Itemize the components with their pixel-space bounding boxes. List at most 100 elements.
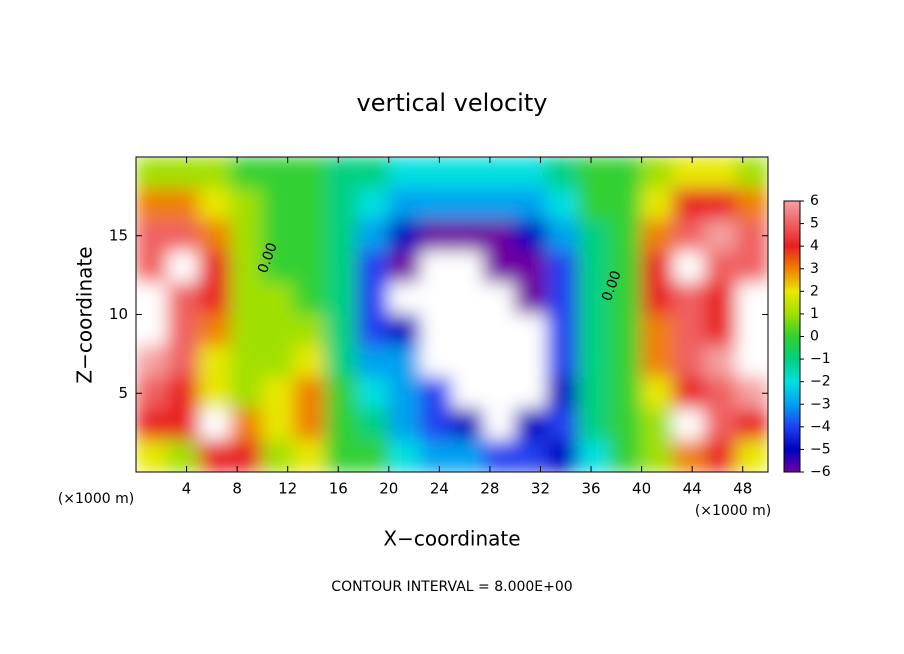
cell (641, 345, 674, 378)
cell (356, 157, 390, 189)
x-tick-label: 16 (329, 480, 348, 498)
cell (261, 219, 295, 252)
cell (261, 282, 295, 315)
cell (293, 440, 327, 472)
cell (735, 440, 768, 472)
cell (735, 345, 768, 378)
cell (293, 408, 327, 441)
colorbar-tick-label: −5 (810, 441, 831, 457)
field (136, 157, 768, 472)
cell (609, 282, 643, 315)
cell (704, 377, 737, 410)
colorbar-tick-label: 3 (810, 261, 819, 277)
cell (483, 188, 516, 221)
cell (198, 282, 232, 315)
cell (419, 345, 453, 378)
cell (325, 345, 358, 378)
cell (609, 188, 643, 221)
cell (261, 314, 295, 347)
cell (198, 440, 232, 472)
cell (704, 188, 737, 221)
cell (230, 251, 263, 284)
x-unit: (×1000 m) (695, 503, 771, 519)
cell (261, 377, 295, 410)
cell (325, 440, 358, 472)
cells (136, 157, 768, 472)
cell (451, 377, 485, 410)
cell (136, 157, 169, 189)
cell (704, 282, 737, 315)
cell (167, 314, 200, 347)
cell (609, 157, 643, 189)
cell (672, 219, 706, 252)
cell (136, 345, 169, 378)
y-tick-label: 10 (109, 305, 128, 323)
cell (641, 282, 674, 315)
colorbar-tick-label: 2 (810, 283, 819, 299)
x-tick-label: 48 (733, 480, 752, 498)
cell (704, 408, 737, 441)
cell (356, 377, 390, 410)
colorbar-tick-label: −3 (810, 396, 831, 412)
cell (641, 440, 674, 472)
cell (546, 157, 579, 189)
cell (261, 345, 295, 378)
cell (672, 251, 706, 284)
cell (451, 251, 485, 284)
cell (293, 377, 327, 410)
cell (577, 377, 611, 410)
cell (198, 188, 232, 221)
cell (577, 219, 611, 252)
cell (293, 345, 327, 378)
cell (577, 440, 611, 472)
cell (672, 408, 706, 441)
cell (514, 377, 548, 410)
cell (167, 408, 200, 441)
cell (514, 345, 548, 378)
cell (388, 219, 421, 252)
cell (261, 408, 295, 441)
cell (704, 219, 737, 252)
cell (419, 282, 453, 315)
cell (641, 251, 674, 284)
cell (230, 377, 263, 410)
cell (483, 314, 516, 347)
y-axis-label: Z−coordinate (73, 246, 97, 383)
cell (356, 188, 390, 221)
cell (167, 377, 200, 410)
cell (609, 251, 643, 284)
cell (546, 314, 579, 347)
cell (483, 408, 516, 441)
cell (577, 251, 611, 284)
cell (641, 157, 674, 189)
colorbar (783, 200, 801, 473)
cell (136, 282, 169, 315)
cell (136, 314, 169, 347)
x-tick-label: 36 (581, 480, 600, 498)
cell (514, 440, 548, 472)
cell (483, 440, 516, 472)
cell (356, 282, 390, 315)
cell (609, 408, 643, 441)
cell (198, 377, 232, 410)
cell (609, 440, 643, 472)
cell (261, 440, 295, 472)
cell (167, 157, 200, 189)
cell (293, 188, 327, 221)
cell (198, 314, 232, 347)
cell (136, 408, 169, 441)
x-tick-label: 12 (278, 480, 297, 498)
cell (167, 440, 200, 472)
footer: CONTOUR INTERVAL = 8.000E+00 (331, 579, 572, 595)
cell (514, 188, 548, 221)
cell (451, 282, 485, 315)
chart-title: vertical velocity (357, 89, 548, 117)
x-tick-label: 20 (379, 480, 398, 498)
y-tick-label: 15 (109, 226, 128, 244)
cell (514, 314, 548, 347)
cell (293, 219, 327, 252)
cell (483, 345, 516, 378)
cell (198, 345, 232, 378)
cell (167, 251, 200, 284)
cell (451, 188, 485, 221)
